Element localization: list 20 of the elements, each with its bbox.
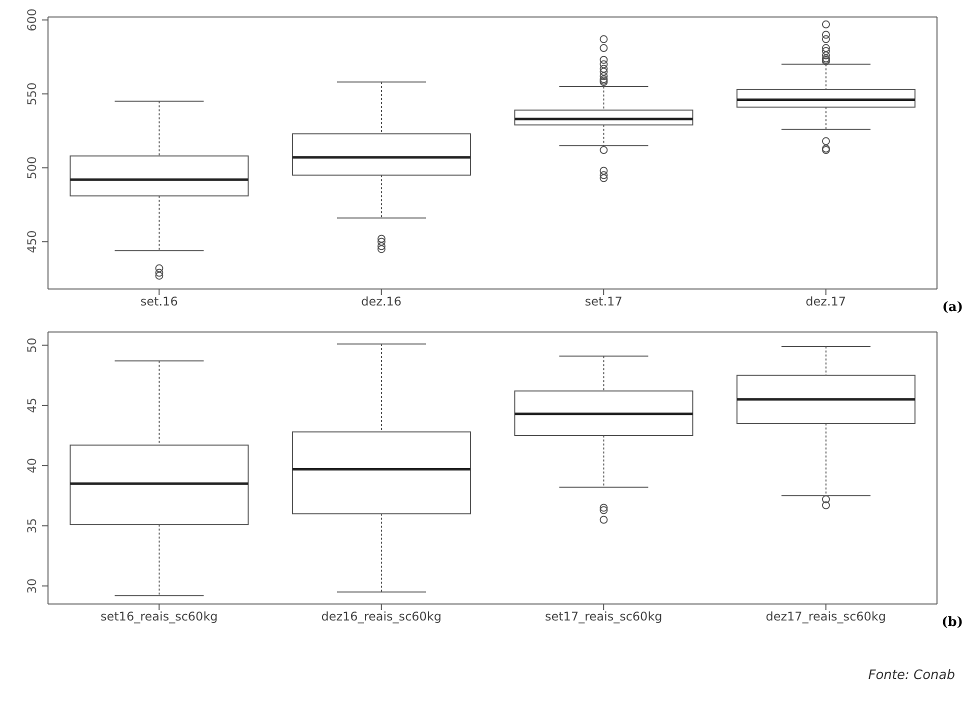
x-tick-label: set.16 [140, 294, 178, 309]
x-tick-label: dez16_reais_sc60kg [321, 610, 442, 624]
y-tick-label: 35 [25, 518, 39, 534]
y-tick-label: 30 [25, 578, 39, 594]
y-tick-label: 500 [25, 156, 39, 180]
y-tick-label: 600 [25, 8, 39, 32]
x-tick-label: dez.17 [806, 294, 846, 309]
x-tick-label: set.17 [584, 294, 622, 309]
y-tick-label: 45 [25, 398, 39, 414]
text: (b) [942, 615, 963, 630]
source-note: Fonte: Conab [867, 668, 955, 683]
y-tick-label: 40 [25, 458, 39, 474]
text: (a) [942, 300, 963, 315]
x-tick-label: dez.16 [361, 294, 402, 309]
y-tick-label: 50 [25, 338, 39, 353]
x-tick-label: dez17_reais_sc60kg [766, 610, 886, 624]
y-tick-label: 450 [25, 230, 39, 254]
x-tick-label: set16_reais_sc60kg [100, 610, 218, 624]
x-tick-label: set17_reais_sc60kg [544, 610, 662, 624]
y-tick-label: 550 [25, 82, 39, 106]
